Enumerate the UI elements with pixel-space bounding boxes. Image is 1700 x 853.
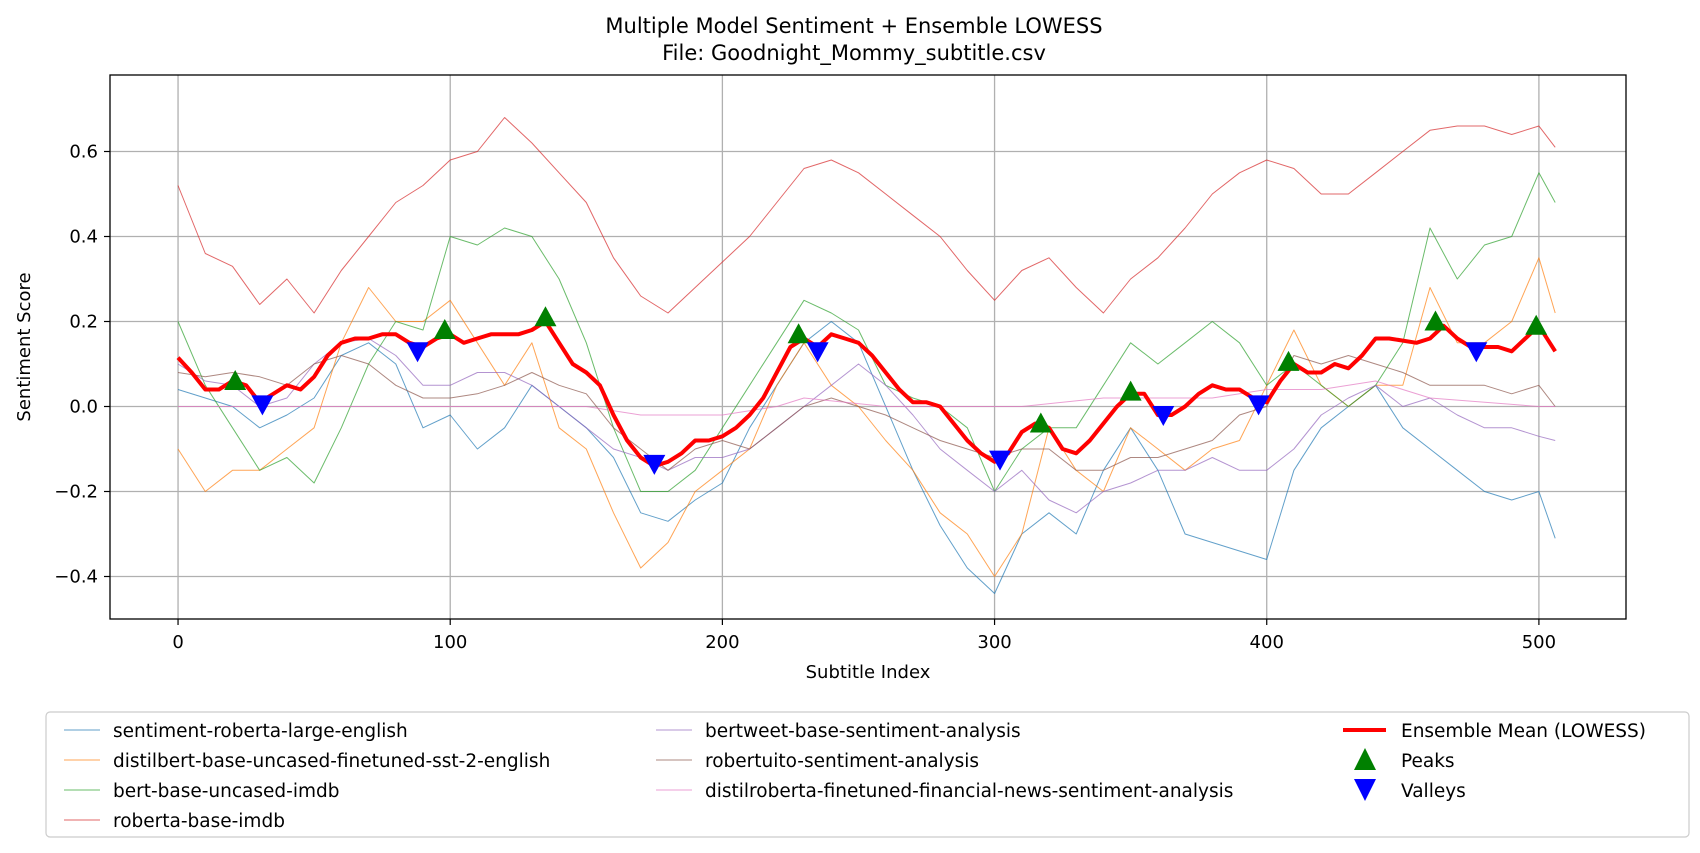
series-line-4	[177, 338, 1556, 514]
y-tick-label: 0.6	[69, 142, 98, 163]
legend-label-bert-imdb: bert-base-uncased-imdb	[113, 781, 339, 802]
series-line-5	[177, 355, 1556, 471]
x-tick-label: 400	[1250, 632, 1284, 653]
y-tick-label: 0.0	[69, 397, 98, 418]
y-axis-label: Sentiment Score	[14, 272, 35, 421]
series-line-6	[178, 380, 1556, 416]
valley-marker	[1152, 406, 1175, 426]
legend-label-valleys: Valleys	[1401, 781, 1466, 802]
valley-marker	[1465, 342, 1488, 363]
legend-label-ensemble: Ensemble Mean (LOWESS)	[1401, 721, 1646, 742]
chart-subtitle: File: Goodnight_Mommy_subtitle.csv	[662, 41, 1046, 66]
legend-box	[45, 711, 1690, 838]
legend-label-distilroberta-financial: distilroberta-finetuned-financial-news-s…	[705, 781, 1233, 802]
valley-marker	[806, 342, 829, 363]
x-tick-label: 0	[172, 632, 183, 653]
peak-marker	[534, 306, 557, 327]
x-axis-label: Subtitle Index	[806, 662, 931, 683]
series-line-ensemble	[176, 319, 1557, 468]
peak-marker	[1119, 380, 1142, 401]
axis-ticks: 0 100 200 300 400 500 −0.4 −0.2 0.0 0.2 0.4 0.6	[54, 142, 1556, 654]
valley-marker	[251, 395, 274, 416]
valley-marker	[989, 450, 1012, 471]
legend-label-roberta-large: sentiment-roberta-large-english	[113, 721, 408, 742]
legend-label-robertuito: robertuito-sentiment-analysis	[705, 751, 979, 772]
legend-label-bertweet: bertweet-base-sentiment-analysis	[705, 721, 1021, 742]
valley-marker	[1247, 395, 1270, 416]
chart-title: Multiple Model Sentiment + Ensemble LOWE…	[605, 14, 1102, 38]
peak-marker	[1029, 412, 1052, 433]
markers	[224, 306, 1548, 475]
peak-marker	[224, 370, 247, 390]
legend-label-distilbert-sst2: distilbert-base-uncased-finetuned-sst-2-…	[113, 751, 550, 772]
valley-marker	[406, 342, 429, 363]
peak-marker	[1525, 314, 1548, 335]
legend-marker-peak	[1354, 748, 1376, 770]
series-line-3	[177, 117, 1556, 314]
y-tick-label: 0.2	[69, 312, 98, 333]
x-tick-label: 100	[433, 632, 467, 653]
y-tick-label: −0.4	[54, 567, 98, 588]
peak-marker	[787, 323, 810, 344]
peak-marker	[1424, 310, 1447, 331]
peak-marker	[433, 319, 456, 339]
x-tick-label: 300	[977, 632, 1011, 653]
legend-label-peaks: Peaks	[1401, 751, 1455, 772]
x-tick-label: 500	[1522, 632, 1556, 653]
legend-label-roberta-imdb: roberta-base-imdb	[113, 811, 285, 832]
x-tick-label: 200	[705, 632, 739, 653]
y-tick-label: 0.4	[69, 227, 98, 248]
plot-frame	[109, 74, 1627, 620]
series-lines	[176, 117, 1557, 594]
legend: sentiment-roberta-large-english distilbe…	[45, 711, 1690, 838]
valley-marker	[643, 454, 666, 475]
peak-marker	[1277, 350, 1300, 371]
y-tick-label: −0.2	[54, 482, 98, 503]
legend-marker-valley	[1354, 779, 1376, 801]
